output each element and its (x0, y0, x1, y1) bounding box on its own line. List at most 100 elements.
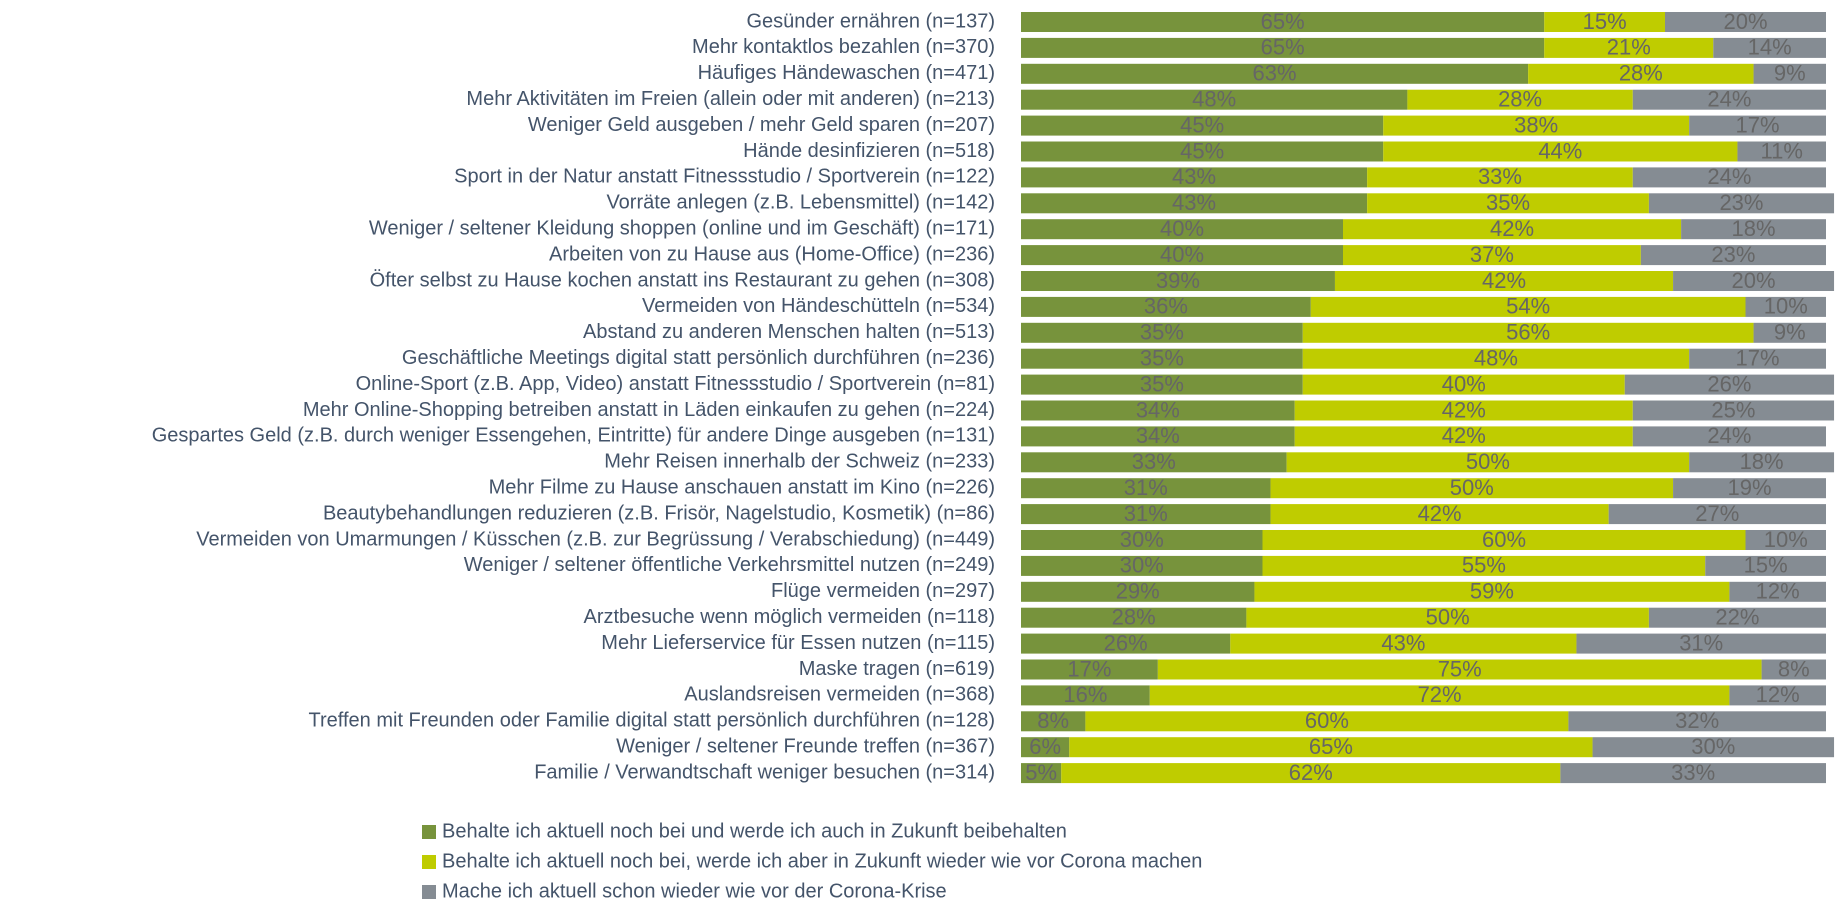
category-label: Familie / Verwandtschaft weniger besuche… (534, 761, 995, 783)
value-label: 20% (1723, 9, 1767, 34)
bar-segment (1157, 659, 1762, 680)
bar-segment (1021, 711, 1086, 732)
bar-segment (1021, 737, 1070, 758)
value-label: 22% (1715, 605, 1759, 630)
bar-segment (1705, 555, 1826, 576)
bar-segment (1528, 63, 1754, 84)
category-label: Öfter selbst zu Hause kochen anstatt ins… (370, 269, 995, 291)
value-label: 33% (1478, 164, 1522, 189)
value-label: 27% (1695, 501, 1739, 526)
bar-segment (1383, 141, 1738, 162)
bar-segment (1286, 452, 1690, 473)
bar-segment (1021, 167, 1368, 188)
bar-segment (1753, 322, 1826, 343)
value-label: 38% (1514, 112, 1558, 137)
category-label: Online-Sport (z.B. App, Video) anstatt F… (356, 373, 995, 395)
bar-segment (1021, 581, 1255, 602)
value-label: 40% (1442, 371, 1486, 396)
bar-segment (1648, 607, 1826, 628)
category-label: Arztbesuche wenn möglich vermeiden (n=11… (583, 606, 995, 628)
bar-segment (1665, 12, 1826, 32)
bar-segment (1021, 219, 1343, 240)
bar-segment (1294, 426, 1633, 447)
bar-segment (1632, 89, 1826, 110)
bar-segment (1302, 322, 1754, 343)
category-label: Flüge vermeiden (n=297) (771, 580, 995, 602)
value-label: 15% (1744, 553, 1788, 578)
category-label: Mehr Aktivitäten im Freien (allein oder … (466, 88, 995, 110)
bar-segment (1681, 219, 1826, 240)
bar-segment (1021, 115, 1384, 136)
bar-segment (1021, 348, 1303, 369)
bar-segment (1085, 711, 1569, 732)
value-label: 33% (1671, 760, 1715, 785)
bar-segment (1544, 12, 1665, 32)
bar-segment (1246, 607, 1649, 628)
bar-segment (1021, 530, 1263, 550)
value-label: 31% (1124, 475, 1168, 500)
category-label: Weniger / seltener Freunde treffen (n=36… (616, 735, 995, 757)
value-label: 37% (1470, 242, 1514, 267)
bar-segment (1021, 245, 1343, 266)
legend-label: Behalte ich aktuell noch bei, werde ich … (442, 850, 1202, 872)
bar-segment (1021, 685, 1150, 706)
category-label: Weniger Geld ausgeben / mehr Geld sparen… (528, 114, 995, 136)
value-label: 28% (1112, 605, 1156, 630)
value-label: 25% (1711, 397, 1755, 422)
value-label: 43% (1381, 630, 1425, 655)
value-label: 23% (1719, 190, 1763, 215)
category-label: Arbeiten von zu Hause aus (Home-Office) … (549, 243, 995, 265)
value-label: 5% (1025, 760, 1057, 785)
bar-segment (1021, 296, 1311, 317)
value-label: 43% (1172, 164, 1216, 189)
value-label: 29% (1116, 579, 1160, 604)
category-label: Gesünder ernähren (n=137) (747, 10, 996, 32)
bar-segment (1640, 245, 1826, 266)
value-label: 6% (1029, 734, 1061, 759)
value-label: 50% (1466, 449, 1510, 474)
bar-segment (1343, 245, 1641, 266)
value-label: 31% (1679, 630, 1723, 655)
bar-segment (1021, 89, 1408, 110)
value-label: 12% (1756, 579, 1800, 604)
category-label: Beautybehandlungen reduzieren (z.B. Fris… (323, 502, 995, 524)
value-label: 45% (1180, 138, 1224, 163)
legend-label: Behalte ich aktuell noch bei und werde i… (442, 820, 1067, 842)
bar-segment (1254, 581, 1730, 602)
value-label: 8% (1778, 656, 1810, 681)
bar-segment (1021, 63, 1529, 84)
bar-segment (1021, 633, 1231, 654)
value-label: 63% (1253, 61, 1297, 86)
bar-segment (1753, 63, 1826, 84)
value-label: 56% (1506, 320, 1550, 345)
value-label: 62% (1289, 760, 1333, 785)
bar-segment (1568, 711, 1826, 732)
category-label: Mehr Lieferservice für Essen nutzen (n=1… (601, 632, 995, 654)
bar-segment (1632, 400, 1835, 421)
bar-segment (1021, 400, 1295, 421)
value-label: 42% (1482, 268, 1526, 293)
bar-segment (1560, 763, 1826, 784)
bar-segment (1367, 167, 1633, 188)
bar-segment (1302, 348, 1690, 369)
value-label: 17% (1736, 112, 1780, 137)
value-label: 54% (1506, 294, 1550, 319)
bar-segment (1624, 374, 1835, 395)
bar-segment (1302, 374, 1625, 395)
value-label: 35% (1140, 320, 1184, 345)
value-label: 24% (1707, 164, 1751, 189)
value-label: 60% (1482, 527, 1526, 552)
bar-segment (1608, 504, 1826, 525)
bar-segment (1745, 296, 1826, 317)
bar-segment (1689, 452, 1835, 473)
value-label: 9% (1774, 61, 1806, 86)
value-label: 43% (1172, 190, 1216, 215)
bar-segment (1021, 271, 1335, 291)
bar-segment (1737, 141, 1826, 162)
bar-segment (1021, 659, 1158, 680)
bar-segment (1689, 348, 1826, 369)
value-label: 39% (1156, 268, 1200, 293)
legend-label: Mache ich aktuell schon wieder wie vor d… (442, 880, 947, 902)
